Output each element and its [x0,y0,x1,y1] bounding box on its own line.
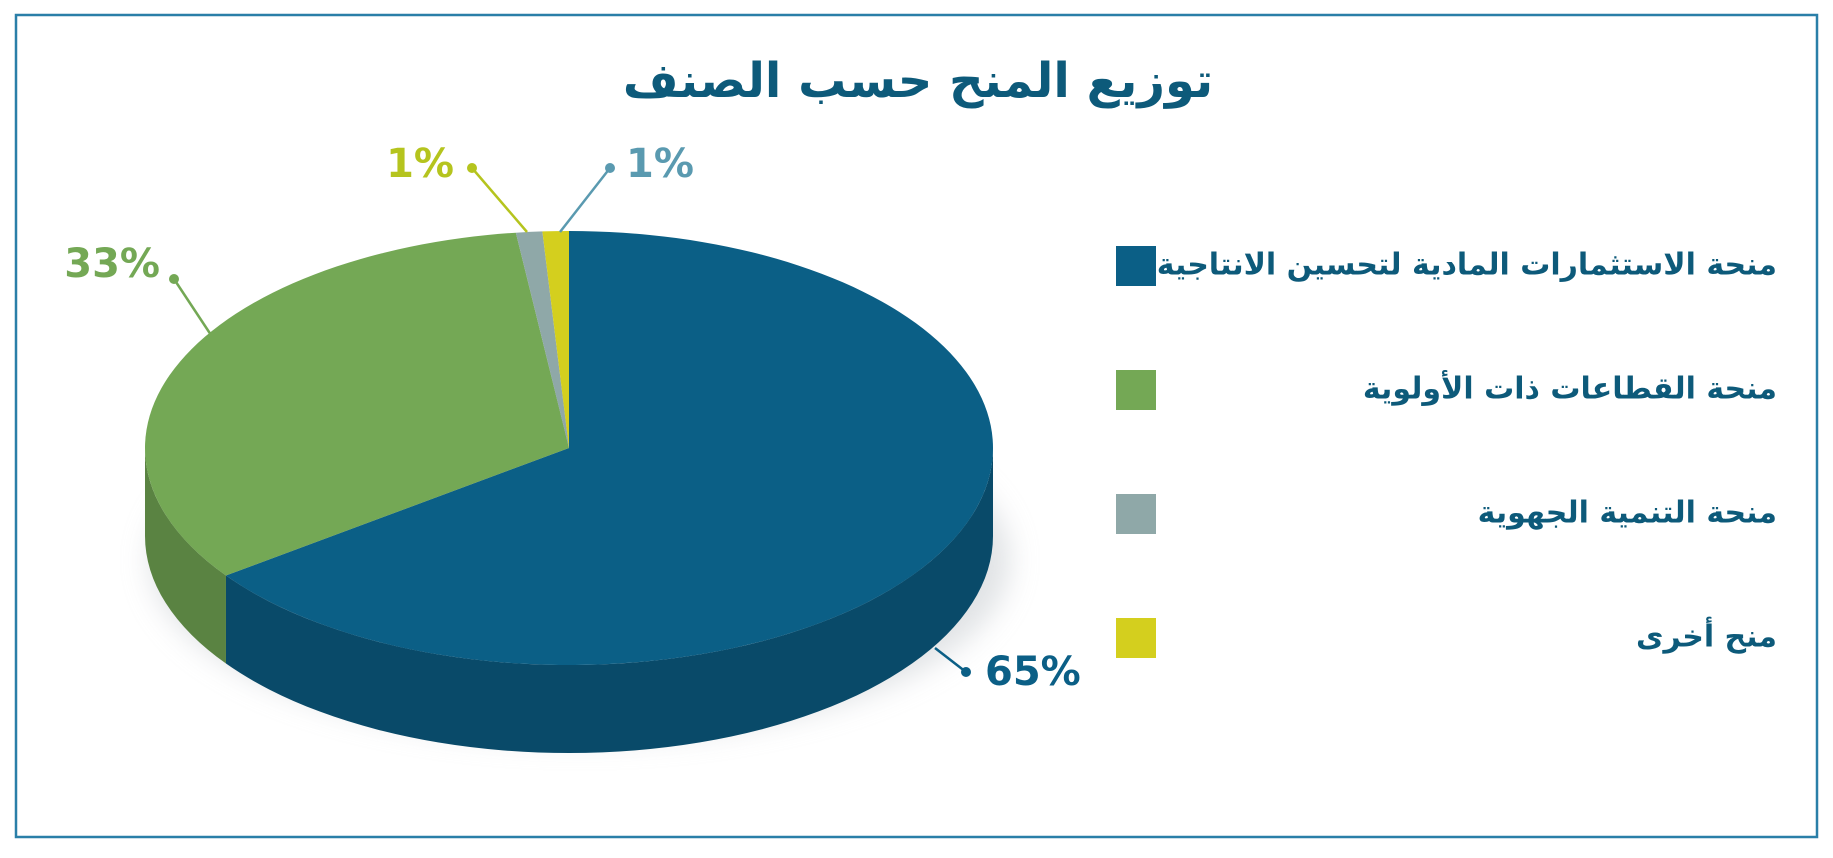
pie-side [145,448,226,664]
legend-label: منحة الاستثمارات المادية لتحسين الانتاجي… [1157,248,1777,283]
chart-title: توزيع المنح حسب الصنف [623,53,1213,109]
legend-swatch [1116,370,1156,410]
leader-line [172,278,215,339]
data-label: 65% [985,649,1081,695]
legend-label: منحة القطاعات ذات الأولوية [1363,370,1777,407]
leader-line [559,167,611,233]
leader-dot [961,667,971,677]
legend: منحة الاستثمارات المادية لتحسين الانتاجي… [1116,246,1777,658]
data-label: 1% [626,141,694,187]
legend-swatch [1116,494,1156,534]
leader-line [934,647,967,673]
leader-dot [169,274,179,284]
legend-swatch [1116,246,1156,286]
pie-slice [515,231,569,448]
legend-label: منحة التنمية الجهوية [1478,496,1777,531]
legend-label: منح أخرى [1636,617,1777,655]
data-label: 1% [386,141,454,187]
leader-dot [605,163,615,173]
pie-side [225,448,993,753]
labels: 65% 33% 1% 1% [64,141,1081,695]
pie-slice [145,232,569,576]
pie-slice [542,231,569,448]
leader-line [471,167,528,233]
data-label: 33% [64,241,160,287]
pie [145,231,993,753]
leader-dot [467,163,477,173]
pie-slice [225,231,993,665]
legend-swatch [1116,618,1156,658]
